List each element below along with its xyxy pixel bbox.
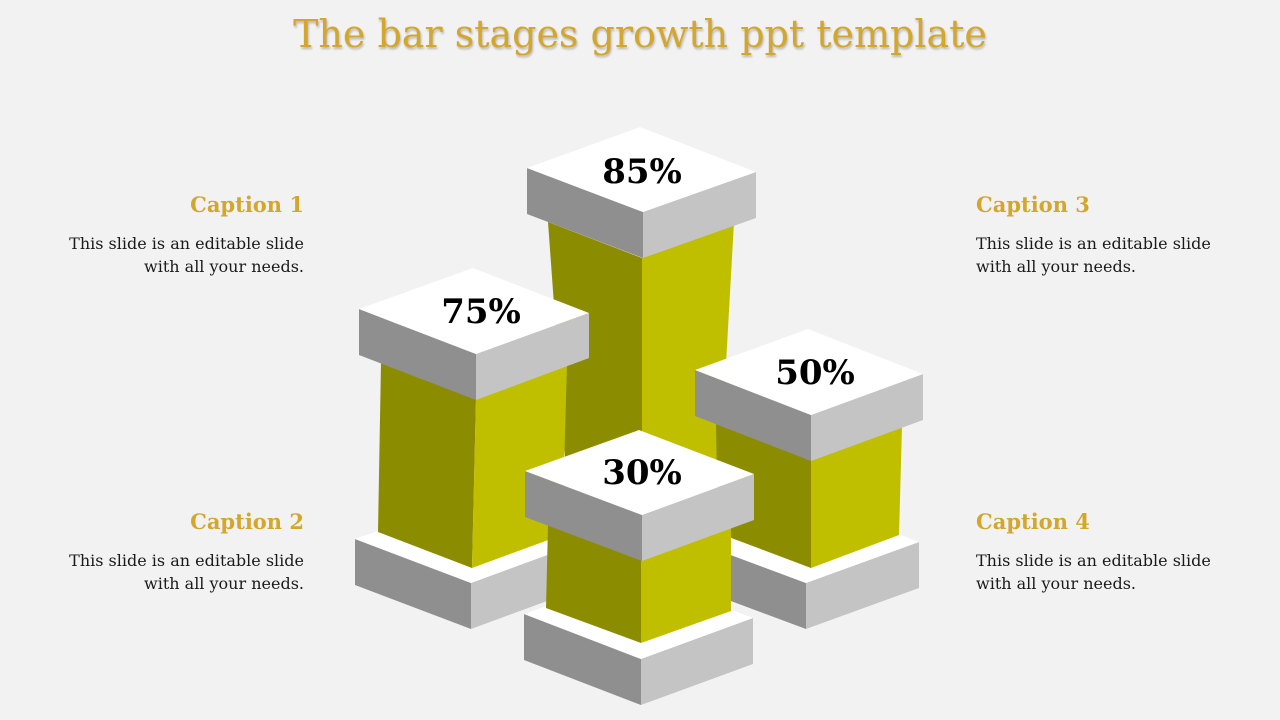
bar-30-label: 30% xyxy=(602,453,682,493)
caption-3-heading: Caption 3 xyxy=(976,192,1090,217)
bar-75-left-face xyxy=(378,362,476,568)
base-30-left-side xyxy=(524,614,641,705)
cap-30-left-side xyxy=(525,471,642,561)
cap-50-top xyxy=(695,329,923,415)
caption-1-heading: Caption 1 xyxy=(190,192,304,217)
caption-1: Caption 1 This slide is an editable slid… xyxy=(44,192,304,278)
bar-50-label: 50% xyxy=(775,353,855,393)
caption-2-text: This slide is an editable slide with all… xyxy=(69,551,304,593)
bar-30-left-face xyxy=(546,525,641,643)
cap-50-left-side xyxy=(695,370,811,461)
cap-75-top xyxy=(359,268,589,354)
cap-85-left-side xyxy=(527,168,643,258)
caption-3-text: This slide is an editable slide with all… xyxy=(976,234,1211,276)
bar-75-label: 75% xyxy=(441,292,521,332)
base-50-right-side xyxy=(806,542,919,629)
cap-75-left-side xyxy=(359,309,476,400)
caption-1-text: This slide is an editable slide with all… xyxy=(69,234,304,276)
bar-85-left-face xyxy=(548,222,642,470)
caption-4: Caption 4 This slide is an editable slid… xyxy=(976,509,1236,595)
caption-2: Caption 2 This slide is an editable slid… xyxy=(44,509,304,595)
base-30-right-side xyxy=(641,618,753,705)
cap-30-top xyxy=(525,430,754,515)
cap-75-right-side xyxy=(476,313,589,400)
cap-30-right-side xyxy=(642,474,754,561)
cap-50-right-side xyxy=(811,374,923,461)
caption-4-text: This slide is an editable slide with all… xyxy=(976,551,1211,593)
base-75-left-side xyxy=(355,539,471,629)
slide-title: The bar stages growth ppt template xyxy=(293,12,987,56)
cap-85-right-side xyxy=(643,172,756,258)
bar-30-right-face xyxy=(641,526,731,643)
cap-85-top xyxy=(527,127,756,212)
bar-stage-30: 30% xyxy=(524,430,754,705)
bar-50-left-face xyxy=(716,424,811,568)
caption-3: Caption 3 This slide is an editable slid… xyxy=(976,192,1236,278)
caption-4-heading: Caption 4 xyxy=(976,509,1090,534)
bar-50-right-face xyxy=(811,426,902,568)
bar-85-label: 85% xyxy=(602,152,682,192)
caption-2-heading: Caption 2 xyxy=(190,509,304,534)
